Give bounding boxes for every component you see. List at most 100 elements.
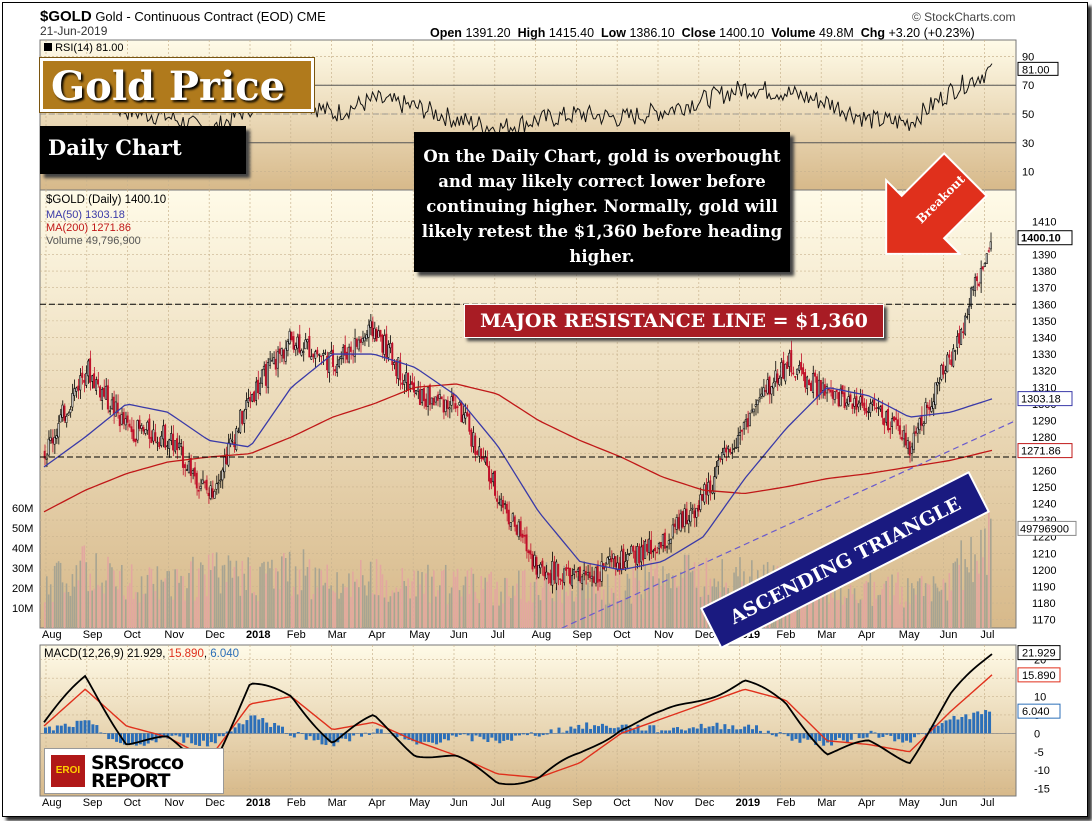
candle-body [83, 379, 86, 383]
macd-hist-bar [134, 733, 138, 746]
volume-bar [389, 596, 392, 628]
candle-body [108, 410, 111, 413]
candle-body [436, 394, 439, 401]
volume-bar [565, 591, 567, 628]
volume-bar [383, 597, 386, 628]
volume-bar [338, 598, 340, 628]
volume-bar [932, 576, 935, 628]
macd-hist-bar [320, 733, 324, 745]
macd-hist-bar [363, 732, 367, 734]
candle-body [634, 550, 637, 563]
volume-bar [381, 574, 384, 628]
candle-body [794, 376, 797, 378]
rsi-tick-label: 10 [1022, 167, 1034, 179]
volume-bar [257, 601, 259, 628]
candle-body [709, 480, 712, 493]
volume-bar [136, 592, 139, 628]
price-x-label: Sep [572, 629, 592, 641]
candle-body [845, 402, 848, 407]
volume-tick-label: 60M [12, 503, 33, 515]
volume-bar [482, 589, 485, 628]
candle-body [213, 490, 216, 499]
candle-body [495, 498, 498, 502]
price-tick-label: 1170 [1032, 615, 1056, 627]
candle-body [867, 410, 870, 413]
candle-body [752, 408, 755, 413]
macd-hist-bar [253, 715, 257, 734]
candle-body [829, 389, 832, 393]
volume-bar [634, 577, 637, 628]
macd-x-label: Jun [940, 797, 958, 809]
triangle-label-box [700, 470, 990, 650]
candle-body [906, 440, 909, 449]
candle-body [628, 553, 631, 555]
candle-body [296, 336, 299, 349]
volume-bar [920, 575, 923, 628]
volume-bar [324, 582, 327, 628]
volume-bar [182, 576, 184, 628]
volume-bar [160, 579, 163, 628]
volume-bar [812, 597, 814, 628]
volume-bar [670, 588, 672, 628]
candle-body [527, 550, 530, 554]
volume-bar [178, 582, 180, 628]
volume-bar [292, 586, 295, 628]
candle-body [887, 409, 890, 431]
candle-body [525, 534, 528, 552]
volume-bar [367, 581, 370, 628]
price-last-value-box [1017, 230, 1073, 246]
candle-body [292, 336, 295, 350]
volume-bar [174, 569, 176, 628]
volume-bar [57, 561, 60, 628]
macd-hist-bar [581, 728, 585, 734]
macd-hist-bar [103, 733, 107, 734]
volume-bar [134, 592, 137, 628]
candle-body [274, 358, 277, 370]
candle-body [156, 441, 159, 444]
volume-bar [616, 600, 619, 628]
macd-hist-bar [877, 733, 881, 738]
volume-bar [456, 568, 459, 628]
volume-bar [693, 562, 696, 628]
volume-bar [419, 584, 421, 628]
candle-body [707, 481, 710, 496]
volume-bar [835, 600, 838, 628]
candle-body [742, 422, 745, 430]
macd-hist-last-value: 6.040 [1022, 706, 1050, 718]
volume-bar [403, 580, 406, 628]
volume-bar [332, 590, 334, 628]
volume-bar [486, 581, 488, 628]
candle-body [736, 435, 739, 448]
candle-body [185, 469, 188, 472]
volume-bar [672, 575, 674, 628]
candle-body [651, 550, 654, 553]
volume-bar [99, 586, 101, 628]
candle-body [51, 438, 54, 444]
srsrocco-logo: EROI SRSrocco REPORT [44, 748, 224, 794]
volume-bar [841, 604, 844, 628]
open-label: Open [430, 26, 462, 40]
macd-hist-bar [549, 729, 553, 734]
volume-bar [618, 572, 621, 628]
macd-hist-bar [960, 717, 964, 734]
macd-hist-bar [126, 733, 130, 745]
volume-bar [545, 562, 548, 628]
macd-hist-bar [367, 733, 371, 735]
candle-body [385, 333, 388, 358]
volume-bar [525, 602, 528, 628]
candle-body [69, 409, 72, 413]
candle-body [320, 355, 323, 358]
macd-hist-bar [213, 733, 217, 744]
macd-hist-bar [360, 733, 363, 737]
candle-body [270, 359, 273, 362]
volume-bar [847, 588, 850, 628]
candle-body [490, 477, 493, 484]
macd-hist-bar [304, 733, 308, 740]
volume-bar [126, 585, 129, 628]
macd-hist-bar [95, 725, 99, 734]
watermark: © StockCharts.com [912, 10, 1016, 24]
ma50-last-value-box [1017, 391, 1073, 407]
volume-bar [417, 570, 419, 628]
volume-bar [591, 584, 593, 628]
candle-body [73, 388, 76, 397]
